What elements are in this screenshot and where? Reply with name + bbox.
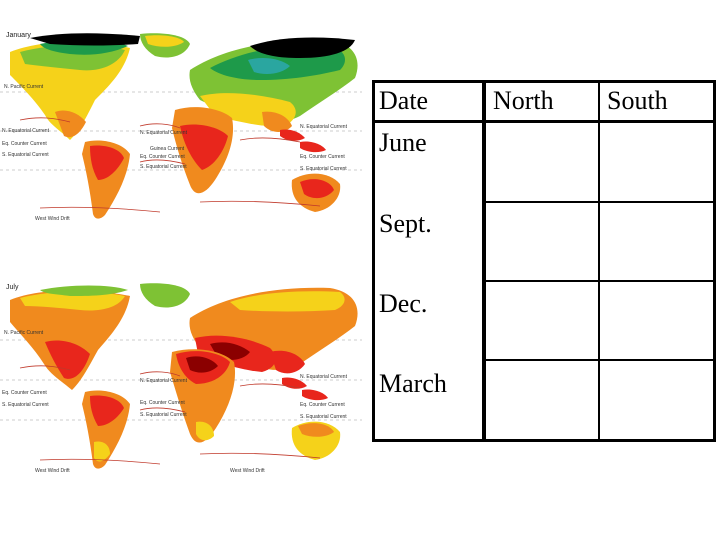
table-top-border [372, 80, 716, 83]
svg-text:Eq. Counter Current: Eq. Counter Current [2, 141, 47, 147]
svg-text:Guinea Current: Guinea Current [150, 146, 185, 152]
svg-text:N. Pacific Current: N. Pacific Current [4, 330, 44, 336]
svg-text:S. Equatorial Current: S. Equatorial Current [2, 152, 49, 158]
season-table: Date North South June Sept. Dec. March [372, 80, 716, 442]
svg-text:S. Equatorial Current: S. Equatorial Current [300, 414, 347, 420]
row-divider-1 [486, 201, 716, 203]
january-map-graphic: N. Pacific Current N. Equatorial Current… [0, 30, 362, 233]
header-date: Date [379, 86, 429, 115]
july-map-graphic: N. Pacific Current Eq. Counter Current S… [0, 282, 362, 482]
table-bottom-border [372, 439, 716, 442]
header-south: South [607, 86, 668, 115]
north-column-divider [598, 80, 600, 442]
row-south-june[interactable] [607, 130, 707, 196]
header-north: North [493, 86, 554, 115]
row-date-june: June [379, 128, 427, 157]
row-north-june[interactable] [493, 130, 593, 196]
svg-text:West Wind Drift: West Wind Drift [35, 468, 70, 474]
svg-text:S. Equatorial Current: S. Equatorial Current [2, 402, 49, 408]
row-date-dec: Dec. [379, 289, 428, 318]
svg-text:N. Equatorial Current: N. Equatorial Current [300, 124, 348, 130]
july-map-title: July [6, 284, 19, 291]
january-map-title: January [6, 32, 31, 39]
svg-text:West Wind Drift: West Wind Drift [230, 468, 265, 474]
date-column-divider [482, 80, 486, 442]
table-right-border [713, 80, 716, 442]
row-south-sept[interactable] [607, 211, 707, 277]
svg-text:S. Equatorial Current: S. Equatorial Current [140, 164, 187, 170]
svg-text:N. Equatorial Current: N. Equatorial Current [140, 130, 188, 136]
row-south-march[interactable] [607, 371, 707, 437]
svg-text:West Wind Drift: West Wind Drift [35, 216, 70, 222]
svg-text:N. Equatorial Current: N. Equatorial Current [2, 128, 50, 134]
header-bottom-border [372, 120, 716, 123]
row-north-dec[interactable] [493, 291, 593, 357]
svg-text:N. Pacific Current: N. Pacific Current [4, 84, 44, 90]
svg-text:N. Equatorial Current: N. Equatorial Current [140, 378, 188, 384]
row-divider-3 [486, 359, 716, 361]
svg-text:S. Equatorial Current: S. Equatorial Current [140, 412, 187, 418]
svg-text:Eq. Counter Current: Eq. Counter Current [140, 154, 185, 160]
row-date-march: March [379, 369, 447, 398]
row-north-sept[interactable] [493, 211, 593, 277]
row-date-sept: Sept. [379, 209, 432, 238]
svg-text:Eq. Counter Current: Eq. Counter Current [2, 390, 47, 396]
january-temperature-map: N. Pacific Current N. Equatorial Current… [0, 30, 362, 233]
july-temperature-map: N. Pacific Current Eq. Counter Current S… [0, 282, 362, 482]
row-divider-2 [486, 280, 716, 282]
row-south-dec[interactable] [607, 291, 707, 357]
row-north-march[interactable] [493, 371, 593, 437]
svg-text:N. Equatorial Current: N. Equatorial Current [300, 374, 348, 380]
svg-text:Eq. Counter Current: Eq. Counter Current [300, 402, 345, 408]
svg-text:Eq. Counter Current: Eq. Counter Current [300, 154, 345, 160]
table-left-border [372, 80, 375, 442]
svg-text:S. Equatorial Current: S. Equatorial Current [300, 166, 347, 172]
svg-text:Eq. Counter Current: Eq. Counter Current [140, 400, 185, 406]
